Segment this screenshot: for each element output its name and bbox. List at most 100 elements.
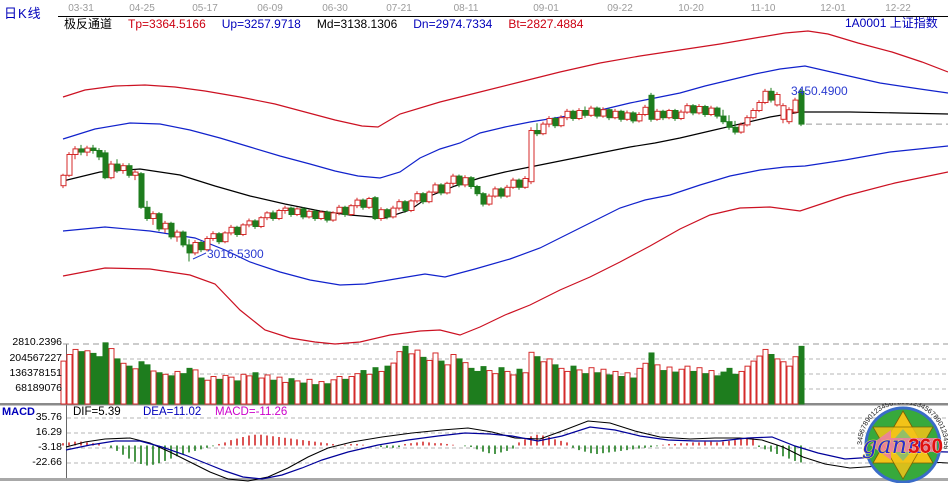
candle-body	[486, 195, 493, 205]
date-label: 09-01	[533, 3, 559, 14]
volume-scale-3: 68189076	[15, 382, 62, 394]
volume-bar	[720, 371, 727, 405]
candle-body	[594, 107, 601, 117]
indicator-value: Tp=3364.5166	[128, 17, 206, 31]
gann360-logo: 3456789012345678901234567890123456 gann …	[857, 403, 948, 483]
volume-bar	[222, 374, 229, 405]
volume-bar	[438, 360, 445, 405]
candle-body	[384, 209, 391, 218]
candle-body	[660, 110, 667, 119]
volume-bar	[132, 368, 139, 405]
volume-bar	[324, 383, 331, 405]
candle-body	[108, 163, 115, 179]
candle-body	[414, 193, 421, 202]
candle-body	[618, 110, 625, 120]
volume-bar	[198, 377, 205, 405]
date-label: 08-11	[453, 3, 479, 14]
volume-bar	[636, 367, 643, 405]
candle-body	[66, 153, 73, 176]
volume-bar	[738, 370, 745, 405]
candle-body	[522, 177, 529, 188]
candle-body	[378, 209, 385, 219]
indicator-header: 极反通道 Tp=3364.5166 Up=3257.9718 Md=3138.1306…	[64, 18, 615, 30]
candle-body	[252, 220, 259, 227]
volume-bar	[798, 345, 805, 405]
candle-body	[474, 185, 481, 195]
volume-bar	[84, 350, 91, 405]
candle-body	[432, 184, 439, 193]
symbol-name: 上证指数	[889, 16, 938, 30]
candle-body	[654, 110, 661, 120]
volume-bar	[348, 376, 355, 405]
channel-line-up	[62, 65, 948, 179]
volume-bar	[108, 348, 115, 405]
candle-body	[666, 109, 673, 119]
volume-bar	[702, 373, 709, 405]
volume-bar	[468, 367, 475, 405]
volume-bar	[96, 356, 103, 405]
candle-body	[210, 233, 217, 239]
candle-body	[258, 217, 265, 227]
candle-body	[732, 126, 739, 133]
candle-body	[576, 109, 583, 119]
candle-body	[180, 231, 187, 246]
indicator-value: Up=3257.9718	[221, 17, 301, 31]
volume-bar	[672, 371, 679, 405]
volume-bar	[480, 366, 487, 405]
candle-body	[546, 117, 553, 125]
volume-bar	[522, 372, 529, 405]
volume-bar	[204, 379, 211, 405]
volume-scale-2: 136378151	[9, 367, 62, 379]
volume-bar	[792, 356, 799, 405]
candle-body	[150, 213, 157, 219]
volume-bar	[582, 373, 589, 405]
volume-bar	[420, 356, 427, 405]
volume-bar	[258, 377, 265, 405]
candle-body	[630, 112, 637, 122]
volume-bar	[780, 361, 787, 405]
candle-body	[462, 177, 469, 186]
volume-bar	[516, 368, 523, 405]
volume-bar	[774, 358, 781, 405]
candle-body	[288, 207, 295, 215]
volume-bar	[120, 362, 127, 405]
candle-body	[162, 222, 169, 230]
indicator-value: Dn=2974.7334	[413, 17, 493, 31]
candle-body	[318, 211, 325, 219]
volume-bar	[240, 373, 247, 405]
candle-body	[444, 182, 451, 194]
volume-bar	[732, 373, 739, 405]
volume-bar	[276, 376, 283, 405]
candle-body	[516, 179, 523, 188]
volume-scale-1: 204567227	[9, 352, 62, 364]
candle-body	[756, 101, 763, 111]
date-label: 12-01	[820, 3, 846, 14]
candle-body	[324, 211, 331, 221]
candle-body	[174, 231, 181, 238]
candle-body	[762, 90, 769, 103]
volume-bar	[342, 378, 349, 405]
volume-bar	[498, 367, 505, 405]
macd-scale-2: 16.29	[35, 426, 62, 438]
indicator-value: Bt=2827.4884	[508, 17, 584, 31]
candle-body	[132, 171, 139, 176]
volume-bar	[648, 352, 655, 405]
candle-body	[648, 94, 655, 120]
candle-body	[588, 107, 595, 116]
candle-body	[492, 188, 499, 197]
volume-bar	[78, 351, 85, 405]
macd-value-label: MACD=-11.26	[215, 406, 288, 418]
volume-bar	[678, 368, 685, 405]
candle-body	[90, 147, 97, 151]
candle-body	[336, 206, 343, 214]
volume-bar	[540, 361, 547, 405]
candle-body	[570, 110, 577, 119]
candle-body	[744, 117, 751, 126]
volume-bar	[282, 381, 289, 405]
candle-body	[390, 207, 397, 218]
candle-body	[96, 149, 103, 158]
candle-body	[204, 237, 211, 251]
candle-body	[558, 117, 565, 127]
symbol-code: 1A0001	[845, 16, 887, 30]
